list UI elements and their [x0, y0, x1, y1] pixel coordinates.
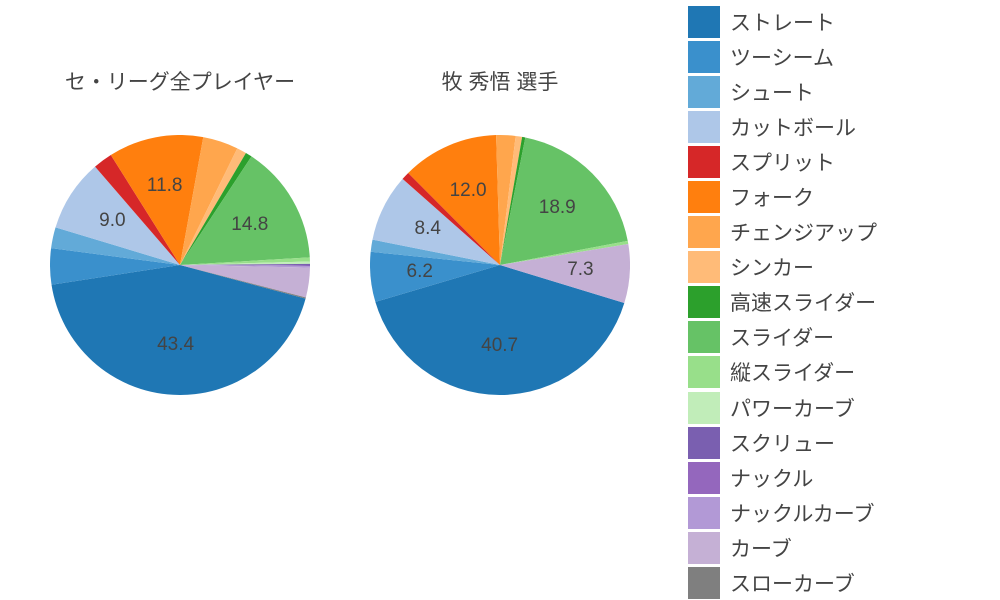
legend-item: ストレート — [688, 4, 992, 39]
legend-item: スライダー — [688, 320, 992, 355]
legend-item: スローカーブ — [688, 566, 992, 600]
legend-swatch — [688, 251, 720, 283]
legend-swatch — [688, 321, 720, 353]
pie-slice-label: 40.7 — [481, 335, 518, 357]
pie-slice-label: 14.8 — [231, 214, 268, 236]
legend-swatch — [688, 146, 720, 178]
legend-swatch — [688, 427, 720, 459]
legend-item: ナックルカーブ — [688, 495, 992, 530]
legend-swatch — [688, 181, 720, 213]
legend-item: フォーク — [688, 179, 992, 214]
legend-label: 縦スライダー — [730, 357, 855, 387]
legend-label: スクリュー — [730, 428, 835, 458]
legend-item: スクリュー — [688, 425, 992, 460]
legend-label: スプリット — [730, 147, 835, 177]
legend-item: 縦スライダー — [688, 355, 992, 390]
chart-container: セ・リーグ全プレイヤー43.49.011.814.8牧 秀悟 選手40.76.2… — [0, 0, 1000, 600]
legend-label: チェンジアップ — [730, 217, 877, 247]
legend-swatch — [688, 462, 720, 494]
legend-item: カーブ — [688, 530, 992, 565]
legend-swatch — [688, 111, 720, 143]
legend-swatch — [688, 286, 720, 318]
legend-item: シュート — [688, 74, 992, 109]
pie-slice-label: 8.4 — [415, 218, 441, 240]
legend-swatch — [688, 6, 720, 38]
legend-label: スライダー — [730, 322, 834, 352]
legend-item: ツーシーム — [688, 39, 992, 74]
legend-label: カーブ — [730, 533, 792, 563]
legend-label: ナックル — [730, 463, 813, 493]
legend-item: シンカー — [688, 250, 992, 285]
legend-swatch — [688, 216, 720, 248]
legend-swatch — [688, 76, 720, 108]
charts-area: セ・リーグ全プレイヤー43.49.011.814.8牧 秀悟 選手40.76.2… — [0, 0, 680, 600]
legend-item: チェンジアップ — [688, 215, 992, 250]
pie-slice-label: 6.2 — [407, 261, 433, 283]
pie-slice-label: 7.3 — [567, 259, 593, 281]
legend-label: フォーク — [730, 182, 814, 212]
legend-item: カットボール — [688, 109, 992, 144]
legend-swatch — [688, 356, 720, 388]
legend-swatch — [688, 532, 720, 564]
legend-label: カットボール — [730, 112, 856, 142]
pie-slice-label: 9.0 — [99, 210, 125, 232]
legend-swatch — [688, 497, 720, 529]
chart-title-player: 牧 秀悟 選手 — [300, 66, 700, 96]
pie-slice-label: 18.9 — [539, 197, 576, 219]
pie-slice-label: 11.8 — [147, 175, 183, 197]
legend-label: スローカーブ — [730, 568, 855, 598]
legend-label: シンカー — [730, 252, 814, 282]
pie-slice-label: 12.0 — [450, 180, 487, 202]
legend-label: シュート — [730, 77, 814, 107]
legend-swatch — [688, 41, 720, 73]
legend-swatch — [688, 392, 720, 424]
pie-slice-label: 43.4 — [157, 334, 194, 356]
legend-label: 高速スライダー — [730, 287, 876, 317]
legend: ストレートツーシームシュートカットボールスプリットフォークチェンジアップシンカー… — [680, 0, 1000, 600]
legend-item: 高速スライダー — [688, 285, 992, 320]
legend-label: ナックルカーブ — [730, 498, 874, 528]
legend-item: パワーカーブ — [688, 390, 992, 425]
legend-label: ツーシーム — [730, 42, 834, 72]
legend-item: ナックル — [688, 460, 992, 495]
legend-swatch — [688, 567, 720, 599]
legend-label: パワーカーブ — [730, 393, 855, 423]
legend-label: ストレート — [730, 7, 835, 37]
legend-item: スプリット — [688, 144, 992, 179]
